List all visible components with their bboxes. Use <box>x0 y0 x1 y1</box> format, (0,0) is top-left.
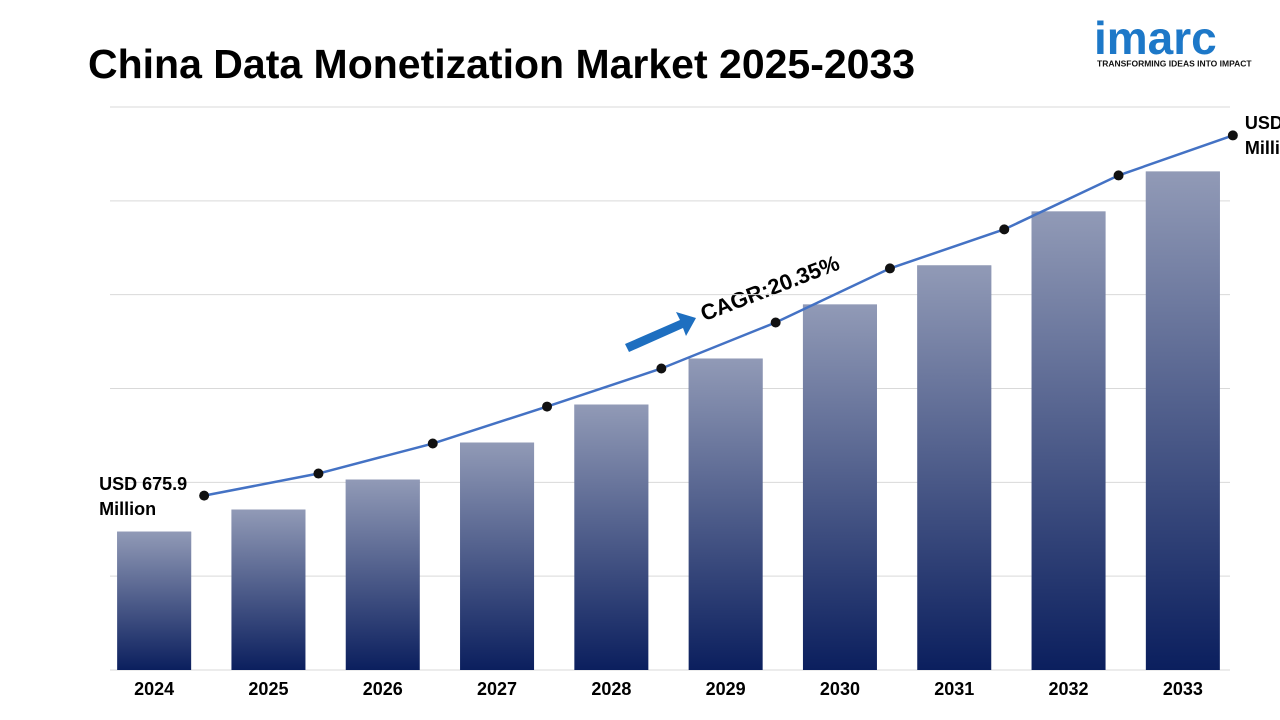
trend-point <box>542 401 553 412</box>
trend-point <box>1113 170 1124 181</box>
trend-point <box>199 490 210 501</box>
logo-name: imarc <box>1094 12 1217 64</box>
x-tick-label: 2027 <box>477 679 517 699</box>
x-tick-label: 2024 <box>134 679 174 699</box>
cagr-arrow <box>625 312 696 352</box>
chart-title: China Data Monetization Market 2025-2033 <box>88 41 915 87</box>
x-tick-label: 2029 <box>706 679 746 699</box>
x-tick-label: 2026 <box>363 679 403 699</box>
x-tick-label: 2028 <box>591 679 631 699</box>
bar-shade <box>688 358 763 670</box>
x-tick-label: 2030 <box>820 679 860 699</box>
trend-point <box>884 263 895 274</box>
bar-shade <box>460 442 535 670</box>
trend-point <box>1227 130 1238 141</box>
trend-point <box>427 438 438 449</box>
logo-tagline: TRANSFORMING IDEAS INTO IMPACT <box>1097 58 1252 68</box>
trend-point <box>999 224 1010 235</box>
value-label: USD 3,580.4 Million <box>1244 113 1280 159</box>
x-tick-label: 2025 <box>248 679 288 699</box>
bar-shade <box>231 509 306 670</box>
value-label: USD 675.9 Million <box>99 473 188 519</box>
bar-shade <box>117 531 192 670</box>
bar-shade <box>917 265 992 670</box>
trend-line <box>203 134 1234 497</box>
bar-shade <box>345 479 420 670</box>
x-tick-label: 2031 <box>934 679 974 699</box>
trend-point <box>770 317 781 328</box>
bar-shade <box>574 404 649 670</box>
trend-point <box>656 363 667 374</box>
bar-shade <box>802 304 877 670</box>
x-tick-label: 2033 <box>1163 679 1203 699</box>
trend-point <box>313 468 324 479</box>
bar-shade <box>1145 171 1220 670</box>
bar-shade <box>1031 211 1106 671</box>
x-tick-label: 2032 <box>1049 679 1089 699</box>
